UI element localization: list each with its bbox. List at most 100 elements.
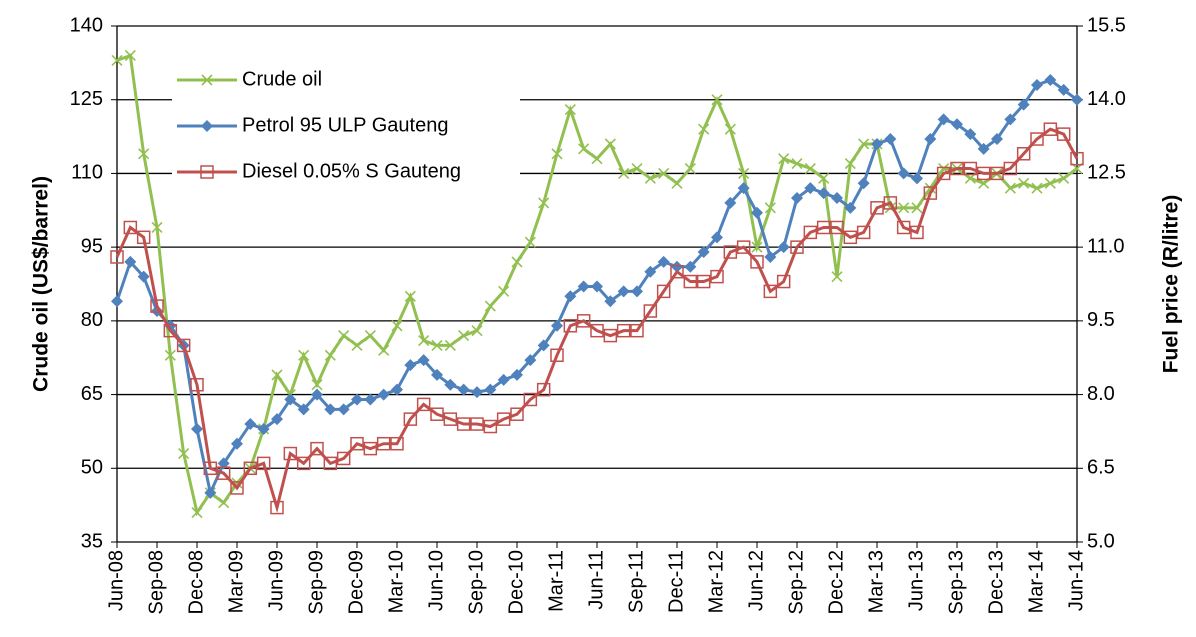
point [431, 339, 443, 351]
point [858, 138, 870, 150]
legend: Crude oil Petrol 95 ULP Gauteng Diesel 0.0… [172, 58, 520, 196]
point [524, 236, 536, 248]
point [578, 143, 590, 155]
point [657, 255, 670, 268]
point [336, 451, 351, 466]
x-tick-label: Sep-09 [305, 550, 327, 615]
series [111, 49, 1083, 519]
point [990, 166, 1004, 181]
point [884, 133, 897, 146]
point [1003, 161, 1018, 176]
point [150, 299, 164, 313]
point [203, 461, 218, 476]
point [618, 167, 630, 179]
point [416, 397, 431, 412]
point [456, 417, 471, 431]
x-tick-label: Sep-10 [465, 550, 487, 615]
point [537, 339, 550, 352]
point [816, 220, 831, 235]
point [163, 323, 178, 338]
point [430, 407, 444, 421]
point [711, 231, 723, 244]
point [1030, 132, 1044, 146]
point [523, 392, 538, 407]
point [924, 182, 936, 194]
point [524, 354, 537, 367]
x-tick-label: Mar-12 [705, 550, 727, 613]
x-tick-label: Mar-11 [545, 550, 567, 612]
point [363, 441, 378, 456]
point [1071, 93, 1083, 106]
point [991, 133, 1003, 146]
point [697, 246, 710, 259]
point [458, 330, 470, 342]
point [658, 167, 670, 179]
point [764, 250, 777, 263]
point [696, 274, 711, 289]
point [338, 330, 350, 342]
y-tick-label: 110 [71, 162, 103, 184]
point [616, 323, 631, 338]
y-tick-label: 50 [81, 457, 103, 479]
point [830, 220, 844, 235]
point [911, 172, 923, 185]
point [231, 437, 243, 450]
point [284, 393, 297, 406]
point [936, 166, 951, 181]
point [323, 456, 338, 471]
point [751, 241, 763, 253]
point [271, 369, 283, 381]
point [191, 422, 203, 435]
point [976, 166, 991, 181]
x-tick-label: Mar-14 [1025, 550, 1047, 613]
y-tick-label: 140 [70, 14, 103, 36]
point [951, 118, 963, 131]
point [311, 388, 323, 401]
point [898, 202, 910, 214]
point [138, 148, 150, 160]
point [471, 325, 483, 337]
point [1016, 147, 1031, 161]
point [364, 330, 376, 342]
x-tick-label: Dec-13 [985, 550, 1007, 614]
point [724, 123, 736, 135]
point [644, 172, 656, 184]
point [684, 162, 696, 175]
legend-marker [200, 165, 214, 179]
point [496, 412, 511, 426]
point [577, 280, 590, 293]
point [1057, 83, 1070, 96]
point [391, 383, 403, 396]
point [404, 359, 417, 372]
point [831, 192, 843, 204]
point [737, 182, 750, 195]
y-tick-label: 95 [81, 235, 103, 257]
point [403, 412, 418, 426]
point [1043, 122, 1058, 136]
point [656, 284, 671, 299]
point [176, 338, 191, 353]
point [711, 94, 723, 106]
point [683, 274, 698, 289]
point [217, 457, 230, 470]
y2-tick-label: 6.5 [1087, 457, 1115, 479]
y2-tick-label: 14.0 [1087, 88, 1126, 110]
point [270, 500, 284, 515]
point [511, 256, 523, 268]
x-tick-label: Sep-13 [945, 550, 967, 615]
point [644, 265, 657, 278]
point [576, 314, 591, 328]
x-tick-label: Jun-11 [585, 550, 607, 610]
y-tick-label: 35 [81, 530, 103, 552]
point [296, 456, 311, 471]
point [710, 269, 724, 284]
point [857, 177, 870, 190]
point [191, 506, 203, 519]
series [111, 74, 1083, 499]
point [484, 300, 496, 312]
point [444, 339, 456, 351]
point [337, 403, 350, 416]
x-tick-label: Mar-09 [225, 550, 247, 613]
x-tick-label: Dec-08 [185, 550, 207, 614]
point [1044, 74, 1057, 87]
